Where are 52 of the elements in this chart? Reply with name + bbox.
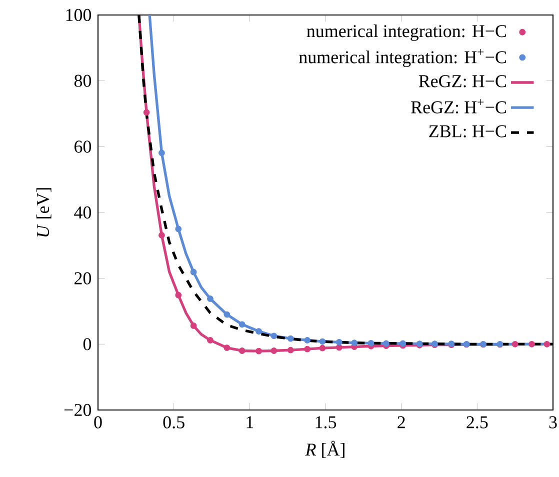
point [512, 340, 518, 348]
point [175, 226, 182, 232]
x-tick-label: 2 [398, 416, 405, 428]
point [190, 268, 197, 276]
point [238, 348, 246, 354]
x-tick-label: 0.5 [163, 416, 184, 428]
x-tick-label: 3 [549, 416, 557, 428]
point [143, 109, 150, 116]
point [256, 328, 262, 335]
point [224, 344, 230, 351]
point [270, 332, 278, 340]
point [304, 337, 311, 344]
point [382, 340, 390, 347]
x-tick-label: 0 [94, 416, 102, 428]
x-axis-title: R [Å] [305, 440, 344, 458]
point [528, 340, 535, 348]
y-tick-label: −20 [64, 404, 92, 416]
y-axis-title: U [eV] [36, 188, 52, 237]
y-tick-label: 60 [74, 140, 92, 153]
point [224, 311, 230, 318]
point [544, 340, 550, 348]
point [175, 292, 182, 298]
point [351, 340, 358, 346]
point [158, 150, 165, 156]
y-tick-label: 40 [74, 206, 92, 219]
point [207, 337, 214, 344]
y-tick-label: 0 [83, 338, 92, 350]
point [336, 344, 342, 351]
point [336, 338, 342, 346]
point [256, 348, 262, 354]
x-tick-label: 2.5 [466, 416, 488, 428]
y-tick-label: 100 [66, 8, 92, 22]
legend-label: ReGZ: H−C [418, 75, 506, 88]
point [238, 321, 246, 328]
point [207, 296, 214, 302]
point [319, 338, 326, 345]
x-tick-label: 1.5 [316, 416, 336, 428]
y-tick-label: 80 [74, 74, 92, 87]
point [287, 346, 294, 354]
point [368, 340, 374, 346]
legend-label: ZBL: H−C [429, 125, 506, 138]
point [270, 348, 278, 354]
point [190, 322, 197, 329]
legend-label: numerical integration: H−C [306, 24, 506, 41]
legend-label: numerical integration: H$^{+}$−C [299, 49, 506, 68]
y-tick-label: 20 [74, 272, 92, 284]
legend-label: ReGZ: H$^{+}$−C [411, 99, 506, 114]
x-tick-label: 1 [246, 416, 254, 428]
point [158, 232, 165, 238]
point [319, 344, 326, 352]
point [304, 346, 311, 352]
point [287, 335, 294, 342]
